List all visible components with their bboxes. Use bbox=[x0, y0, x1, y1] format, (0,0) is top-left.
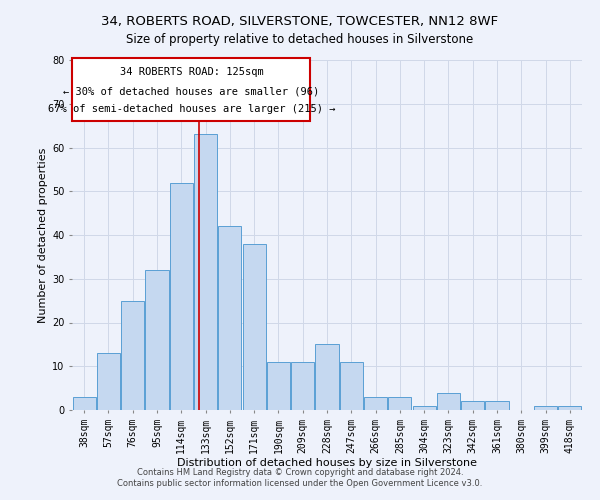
Text: Size of property relative to detached houses in Silverstone: Size of property relative to detached ho… bbox=[127, 32, 473, 46]
Text: 34, ROBERTS ROAD, SILVERSTONE, TOWCESTER, NN12 8WF: 34, ROBERTS ROAD, SILVERSTONE, TOWCESTER… bbox=[101, 15, 499, 28]
Bar bbox=[121, 300, 144, 410]
Text: ← 30% of detached houses are smaller (96): ← 30% of detached houses are smaller (96… bbox=[64, 86, 320, 97]
Bar bbox=[194, 134, 217, 410]
Bar bbox=[559, 406, 581, 410]
Text: Contains HM Land Registry data © Crown copyright and database right 2024.
Contai: Contains HM Land Registry data © Crown c… bbox=[118, 468, 482, 487]
Bar bbox=[97, 353, 120, 410]
Bar bbox=[534, 406, 557, 410]
Bar bbox=[170, 182, 193, 410]
X-axis label: Distribution of detached houses by size in Silverstone: Distribution of detached houses by size … bbox=[177, 458, 477, 468]
Bar bbox=[461, 401, 484, 410]
Bar bbox=[73, 58, 310, 122]
Bar bbox=[340, 362, 363, 410]
Text: 67% of semi-detached houses are larger (215) →: 67% of semi-detached houses are larger (… bbox=[48, 104, 335, 114]
Bar bbox=[242, 244, 266, 410]
Bar bbox=[437, 392, 460, 410]
Bar bbox=[388, 397, 412, 410]
Text: 34 ROBERTS ROAD: 125sqm: 34 ROBERTS ROAD: 125sqm bbox=[119, 66, 263, 76]
Y-axis label: Number of detached properties: Number of detached properties bbox=[38, 148, 48, 322]
Bar bbox=[73, 397, 95, 410]
Bar bbox=[413, 406, 436, 410]
Bar bbox=[364, 397, 387, 410]
Bar bbox=[145, 270, 169, 410]
Bar bbox=[291, 362, 314, 410]
Bar bbox=[485, 401, 509, 410]
Bar bbox=[316, 344, 338, 410]
Bar bbox=[218, 226, 241, 410]
Bar bbox=[267, 362, 290, 410]
